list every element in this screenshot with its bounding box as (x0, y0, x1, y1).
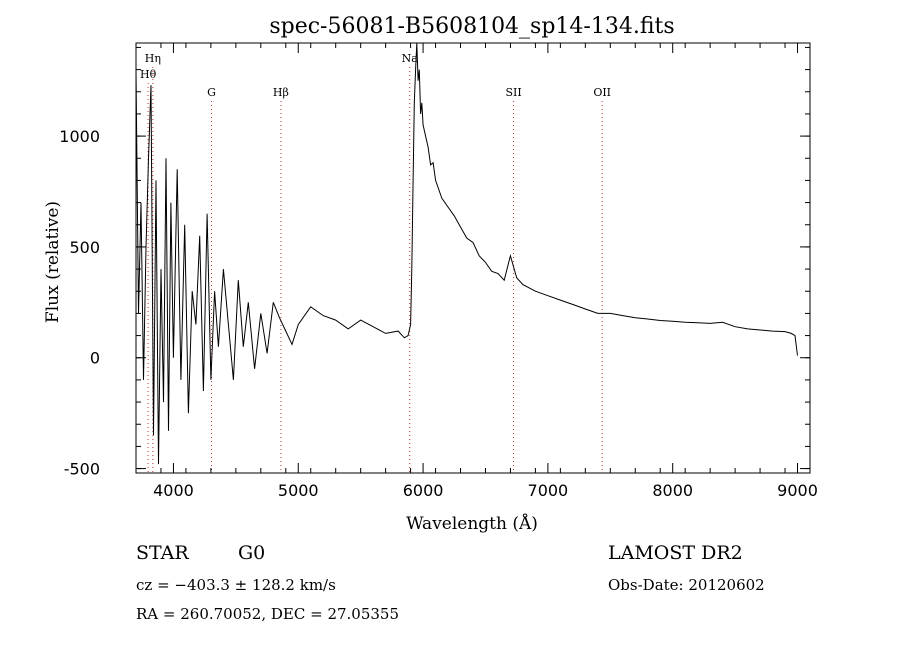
line-marker-label: Hη (145, 52, 161, 65)
survey-label: LAMOST DR2 (608, 542, 743, 564)
line-marker-label: OII (593, 86, 611, 99)
spectrum-line (135, 42, 798, 465)
x-axis-label: Wavelength (Å) (406, 513, 538, 534)
x-tick-label: 5000 (278, 481, 319, 500)
line-marker-label: Hβ (273, 86, 289, 99)
obs-date: Obs-Date: 20120602 (608, 576, 765, 594)
line-marker-label: G (207, 86, 216, 99)
coordinates: RA = 260.70052, DEC = 27.05355 (136, 605, 399, 623)
x-tick-label: 4000 (153, 481, 194, 500)
object-type: STAR (136, 542, 189, 564)
y-tick-label: 500 (69, 238, 100, 257)
y-axis-label: Flux (relative) (43, 201, 63, 323)
redshift-text: cz = −403.3 ± 128.2 km/s (136, 576, 336, 594)
line-marker-label: Hθ (140, 68, 157, 81)
axis-ticks: 4000 5000 6000 7000 8000 9000 -500 0 500 1000 (59, 43, 818, 500)
spectral-line-markers: Hη Hθ G Hβ Na SII OII (140, 52, 611, 473)
y-tick-label: -500 (64, 460, 100, 479)
y-tick-label: 1000 (59, 127, 100, 146)
y-tick-label: 0 (90, 349, 100, 368)
series-layer (135, 42, 798, 465)
line-marker-label: Na (402, 52, 419, 65)
x-tick-label: 9000 (777, 481, 818, 500)
info-block: STAR G0 LAMOST DR2 cz = −403.3 ± 128.2 k… (136, 542, 765, 623)
x-tick-label: 8000 (652, 481, 693, 500)
y-axis-label-group: Flux (relative) (43, 201, 63, 323)
x-tick-label: 6000 (403, 481, 444, 500)
plot-frame (135, 42, 811, 474)
line-marker-label: SII (505, 86, 521, 99)
subclass: G0 (238, 542, 265, 564)
chart-title: spec-56081-B5608104_sp14-134.fits (269, 14, 674, 39)
x-tick-label: 7000 (528, 481, 569, 500)
